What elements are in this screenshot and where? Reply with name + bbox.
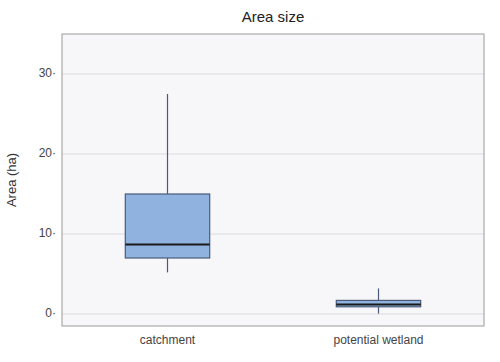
whisker-low bbox=[378, 307, 379, 314]
whisker-low bbox=[167, 258, 168, 272]
plot-frame bbox=[62, 34, 484, 326]
box bbox=[125, 194, 209, 258]
y-tick-label: 30· bbox=[39, 66, 56, 80]
grid-line bbox=[62, 74, 484, 75]
marks bbox=[125, 94, 420, 314]
x-tick-label: potential wetland bbox=[333, 333, 423, 347]
plot-background bbox=[62, 34, 484, 326]
median bbox=[336, 303, 420, 305]
y-axis-label: Area (ha) bbox=[4, 153, 19, 207]
grid-line bbox=[62, 154, 484, 155]
y-tick-label: 10· bbox=[39, 226, 56, 240]
median bbox=[125, 243, 209, 245]
x-tick-label: catchment bbox=[140, 333, 196, 347]
title: Area size bbox=[242, 8, 305, 25]
chart: 0· 10· 20· 30· catchment potential wetland Are… bbox=[0, 0, 500, 362]
y-tick-label: 0· bbox=[45, 306, 56, 320]
box bbox=[336, 300, 420, 306]
whisker-high bbox=[167, 94, 168, 194]
y-tick-label: 20· bbox=[39, 146, 56, 160]
grid-line bbox=[62, 314, 484, 315]
whisker-high bbox=[378, 288, 379, 300]
